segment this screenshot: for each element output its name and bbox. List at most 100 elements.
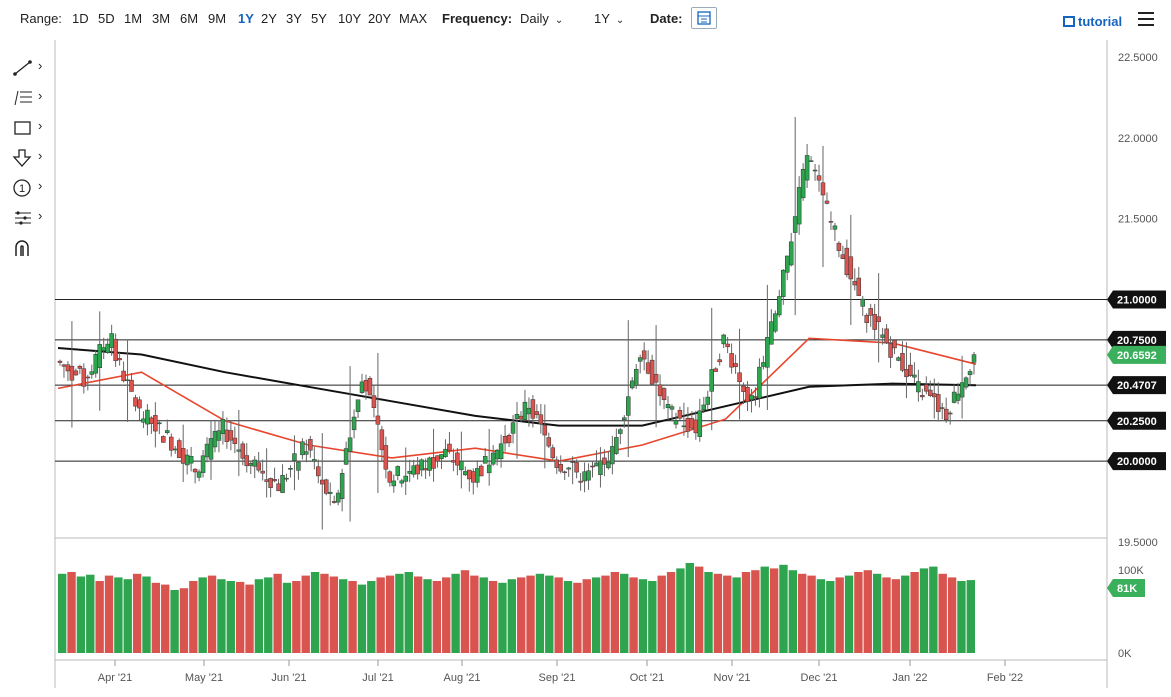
tutorial-link[interactable]: tutorial [1063,14,1122,29]
candle-body[interactable] [184,454,190,466]
candle-body[interactable] [546,437,552,447]
candle-body[interactable] [73,370,79,376]
candle-body[interactable] [81,368,87,387]
candle-body[interactable] [737,372,742,383]
candle-body[interactable] [626,396,631,416]
volume-bar[interactable] [723,575,732,653]
volume-bar[interactable] [910,572,919,653]
candle-body[interactable] [971,354,977,363]
candle-body[interactable] [661,388,667,400]
volume-bar[interactable] [264,577,273,653]
candle-body[interactable] [725,343,730,348]
candle-body[interactable] [967,371,973,376]
candle-body[interactable] [796,187,802,225]
tool-pitchfork[interactable]: › [8,206,52,230]
volume-bar[interactable] [282,582,292,653]
volume-bar[interactable] [170,590,179,653]
candle-body[interactable] [256,462,261,471]
candle-body[interactable] [594,462,599,467]
volume-bar[interactable] [498,582,507,653]
candle-body[interactable] [419,459,424,471]
volume-bar[interactable] [694,566,704,653]
candle-body[interactable] [717,359,722,363]
candle-body[interactable] [622,417,627,421]
volume-bar[interactable] [357,584,367,653]
candle-body[interactable] [145,409,150,425]
candle-body[interactable] [403,475,408,482]
candle-body[interactable] [447,443,452,452]
candle-body[interactable] [852,280,858,286]
volume-bar[interactable] [58,573,67,653]
volume-bar[interactable] [339,579,348,653]
candle-body[interactable] [161,436,166,443]
candle-body[interactable] [494,449,500,460]
candle-body[interactable] [848,256,854,280]
volume-bar[interactable] [179,588,189,653]
volume-bar[interactable] [666,572,676,653]
candle-body[interactable] [916,381,921,393]
candle-body[interactable] [280,474,285,493]
candle-body[interactable] [204,443,210,458]
candle-body[interactable] [97,344,102,368]
volume-bar[interactable] [863,570,872,653]
range-6m[interactable]: 6M [180,11,199,26]
candle-body[interactable] [610,446,615,465]
volume-bar[interactable] [545,575,554,653]
volume-bar[interactable] [966,580,975,653]
candle-body[interactable] [713,368,718,372]
candle-body[interactable] [554,459,559,468]
candle-body[interactable] [844,247,850,276]
range-5y[interactable]: 5Y [311,11,327,26]
candle-body[interactable] [820,182,826,196]
volume-bar[interactable] [620,573,629,653]
candle-body[interactable] [188,456,194,464]
volume-bar[interactable] [367,581,376,653]
candle-body[interactable] [65,364,71,372]
candle-body[interactable] [244,455,250,467]
candle-body[interactable] [753,396,758,398]
candle-body[interactable] [709,369,714,392]
candle-body[interactable] [379,429,385,451]
candle-body[interactable] [542,424,548,436]
tool-annotation[interactable]: 1 › [8,176,52,200]
candle-body[interactable] [459,460,464,471]
volume-bar[interactable] [114,577,123,653]
candle-body[interactable] [335,492,341,503]
candle-body[interactable] [908,364,913,376]
candle-body[interactable] [149,417,154,424]
candle-body[interactable] [582,471,587,482]
volume-bar[interactable] [638,579,648,653]
candle-body[interactable] [721,334,726,345]
candle-body[interactable] [391,480,397,487]
candle-body[interactable] [665,404,671,409]
candle-body[interactable] [840,254,846,259]
candle-body[interactable] [157,422,162,425]
candle-body[interactable] [804,155,810,181]
candle-body[interactable] [856,277,862,296]
candle-body[interactable] [323,479,329,494]
candle-body[interactable] [812,169,818,172]
volume-bar[interactable] [245,584,254,653]
candle-body[interactable] [236,449,242,452]
candle-body[interactable] [645,362,651,374]
candle-body[interactable] [733,363,738,368]
volume-bar[interactable] [844,575,854,653]
candle-body[interactable] [292,453,297,461]
candle-body[interactable] [486,464,492,474]
candle-body[interactable] [490,452,496,465]
volume-bar[interactable] [451,573,460,653]
range-1d[interactable]: 1D [72,11,89,26]
volume-bar[interactable] [563,581,573,653]
candle-body[interactable] [451,460,456,463]
candle-body[interactable] [558,464,563,472]
candle-body[interactable] [892,339,897,349]
candle-body[interactable] [57,360,63,363]
candle-body[interactable] [788,241,794,266]
volume-bar[interactable] [151,582,161,653]
tool-trendline[interactable]: › [8,56,52,80]
candle-body[interactable] [538,414,544,425]
candle-body[interactable] [200,455,206,473]
candle-body[interactable] [89,371,95,375]
candle-body[interactable] [781,269,786,297]
candle-body[interactable] [359,381,365,393]
